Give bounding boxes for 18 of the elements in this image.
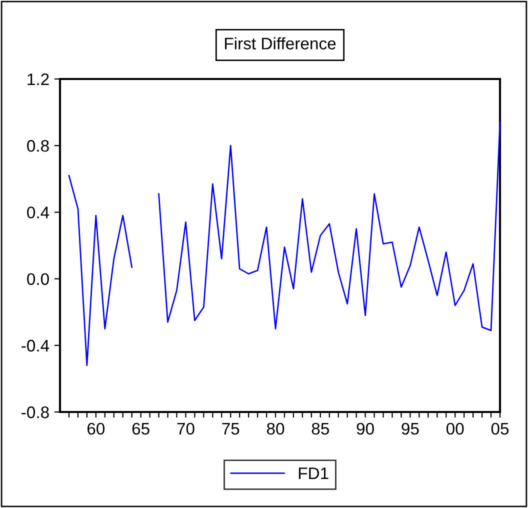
x-tick-label: 75 (222, 423, 240, 435)
y-tick-label: 0.4 (27, 206, 50, 218)
y-tick-label: -0.8 (22, 406, 49, 418)
y-tick-label: 0.0 (27, 273, 49, 286)
x-tick-label: 85 (312, 422, 329, 435)
x-tick-label: 00 (446, 422, 464, 435)
x-tick-label: 60 (87, 422, 105, 435)
y-tick-label: -0.4 (22, 340, 50, 352)
x-tick-label: 65 (132, 422, 150, 435)
x-tick-label: 95 (402, 422, 419, 435)
x-tick-label: 05 (491, 422, 509, 435)
x-tick-label: 90 (356, 422, 374, 435)
y-tick-label: 0.8 (27, 140, 49, 152)
x-tick-label: 70 (177, 422, 194, 435)
legend-label: FD1 (298, 468, 328, 480)
x-tick-label: 80 (266, 422, 284, 435)
y-tick-label: 1.2 (28, 73, 49, 86)
chart-title: First Difference (225, 37, 336, 50)
